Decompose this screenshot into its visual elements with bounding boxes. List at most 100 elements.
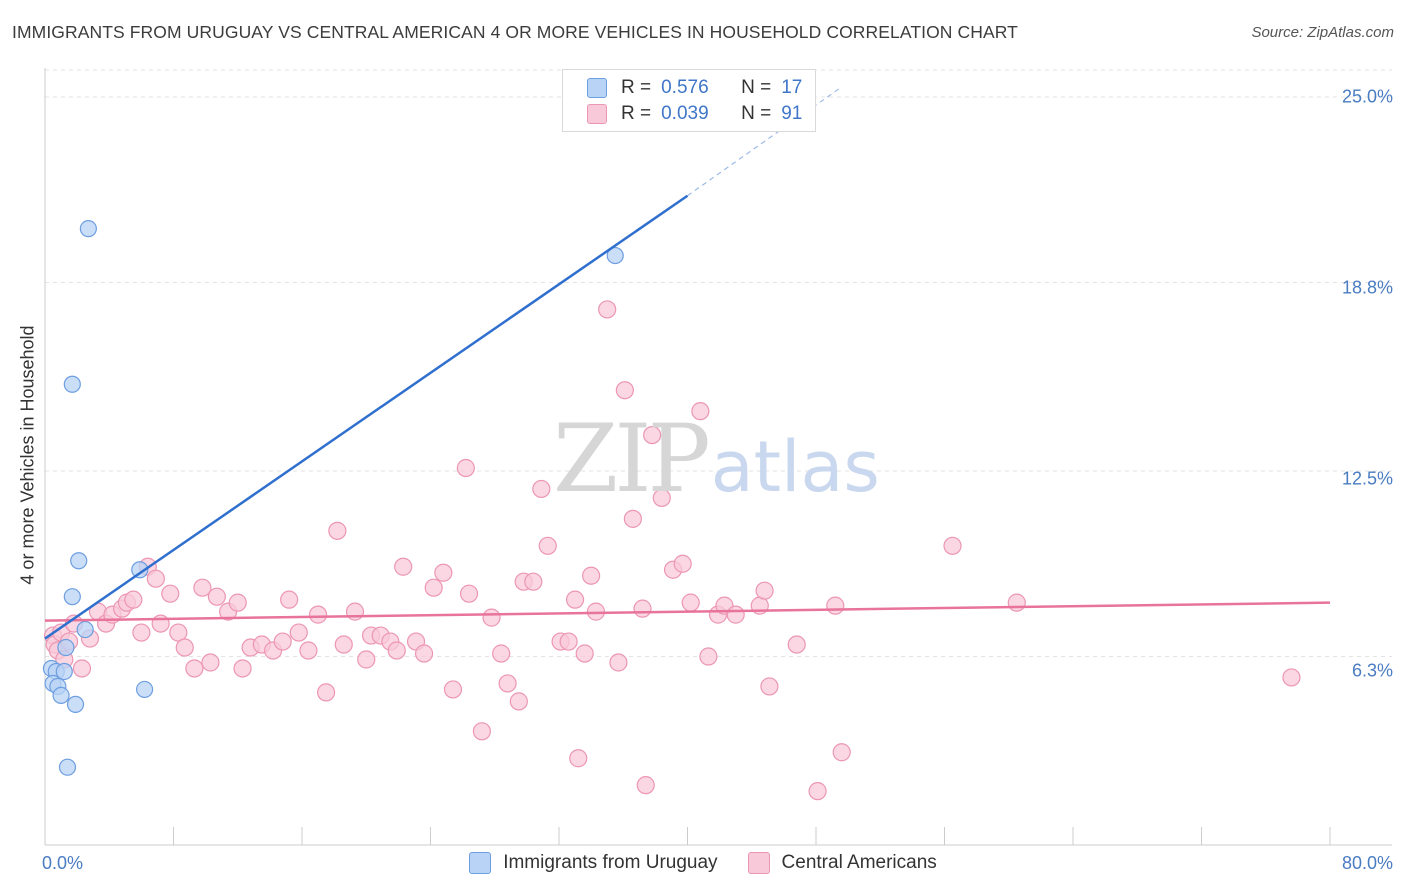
y-tick-label: 18.8%	[1341, 277, 1393, 298]
data-point	[328, 521, 347, 540]
x-tick-label-min: 0.0%	[42, 853, 84, 873]
data-point	[146, 569, 165, 588]
data-point	[273, 632, 292, 651]
data-point	[308, 605, 328, 624]
data-point	[58, 758, 77, 776]
legend-item-uruguay: Immigrants from Uruguay	[469, 852, 718, 874]
data-point	[482, 608, 501, 627]
legend-item-central-americans: Central Americans	[747, 852, 937, 874]
data-point	[606, 246, 624, 265]
data-point	[787, 635, 806, 654]
data-point	[63, 588, 81, 606]
data-point	[289, 623, 308, 642]
data-point	[193, 578, 212, 597]
data-point	[673, 554, 692, 573]
data-point	[228, 593, 247, 612]
data-point	[131, 561, 149, 579]
legend-n-value: 91	[781, 103, 803, 124]
legend-n-value: 17	[781, 77, 803, 98]
data-point	[609, 653, 628, 672]
data-point	[681, 593, 700, 612]
data-point	[691, 402, 710, 421]
legend-r-label: R =	[621, 77, 652, 98]
data-point	[643, 425, 662, 445]
data-point	[70, 552, 88, 570]
data-point	[76, 620, 94, 639]
y-axis-label: 4 or more Vehicles in Household	[17, 325, 38, 585]
data-point	[569, 749, 588, 768]
data-point	[169, 623, 188, 642]
trend-lines	[44, 87, 1331, 640]
data-point	[175, 638, 194, 657]
grid-lines	[45, 69, 1392, 658]
data-point	[456, 458, 475, 478]
data-point	[699, 647, 718, 666]
y-tick-label: 25.0%	[1341, 86, 1393, 107]
legend-item-label: Central Americans	[781, 852, 937, 873]
correlation-legend: R = 0.576 N = 17 R = 0.039 N = 91	[562, 69, 816, 132]
data-point	[57, 638, 75, 657]
uruguay-points	[42, 220, 624, 776]
data-point	[565, 590, 585, 609]
legend-n-label: N =	[741, 77, 772, 98]
legend-swatch-pink	[587, 104, 607, 124]
data-point	[498, 674, 517, 693]
data-point	[538, 536, 557, 555]
data-point	[472, 722, 491, 741]
legend-r-value: 0.576	[661, 77, 709, 98]
data-point	[755, 581, 774, 600]
legend-r-label: R =	[621, 103, 652, 124]
y-tick-label: 6.3%	[1351, 660, 1393, 681]
data-point	[633, 599, 652, 618]
data-point	[434, 563, 453, 582]
legend-row-uruguay: R = 0.576 N = 17	[587, 77, 802, 99]
data-point	[943, 536, 962, 555]
legend-r-value: 0.039	[661, 103, 709, 124]
data-point	[598, 300, 617, 319]
data-point	[185, 659, 204, 678]
data-point	[394, 557, 413, 576]
data-point	[124, 590, 143, 609]
data-point	[55, 662, 73, 681]
data-point	[524, 572, 543, 591]
data-point	[135, 680, 154, 699]
data-point	[151, 614, 170, 633]
data-point	[726, 605, 745, 624]
legend-swatch-blue	[587, 78, 607, 98]
data-point	[66, 695, 85, 713]
data-point	[636, 776, 655, 795]
trend-line-central-americans	[44, 601, 1331, 622]
legend-item-label: Immigrants from Uruguay	[503, 852, 718, 873]
x-tick-label-max: 80.0%	[1341, 853, 1393, 873]
series-legend: Immigrants from Uruguay Central American…	[0, 852, 1406, 874]
data-point	[334, 635, 353, 654]
axes	[44, 68, 1392, 846]
data-point	[207, 587, 226, 606]
data-point	[299, 641, 318, 660]
data-point	[357, 650, 376, 669]
data-point	[201, 653, 220, 672]
data-point	[808, 782, 827, 801]
data-point	[509, 692, 528, 711]
data-point	[443, 680, 463, 699]
data-point	[316, 683, 336, 702]
data-point	[623, 509, 642, 528]
data-point	[615, 381, 634, 400]
data-point	[826, 596, 845, 615]
y-tick-label: 12.5%	[1341, 468, 1393, 489]
data-point	[1282, 668, 1301, 687]
data-point	[760, 677, 779, 696]
data-point	[575, 644, 594, 663]
data-point	[559, 632, 578, 651]
data-point	[414, 644, 434, 663]
data-point	[582, 566, 601, 585]
legend-swatch-blue	[469, 852, 492, 874]
data-point	[52, 686, 70, 705]
legend-n-label: N =	[741, 103, 772, 124]
central-americans-points	[43, 300, 1301, 801]
data-point	[280, 590, 299, 609]
data-point	[387, 641, 406, 660]
data-point	[1007, 593, 1026, 612]
data-point	[72, 659, 92, 678]
